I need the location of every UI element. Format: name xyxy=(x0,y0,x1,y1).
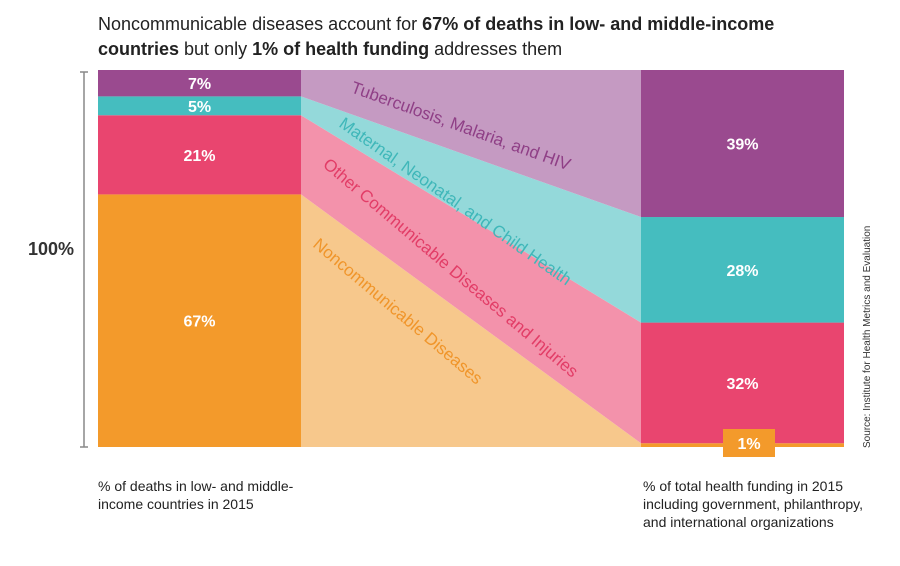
chart-title: Noncommunicable diseases account for 67%… xyxy=(98,12,858,62)
value-label-right-tuberculosis-malaria-and-hiv: 39% xyxy=(726,137,758,154)
value-label-right-noncommunicable-diseases: 1% xyxy=(737,436,760,453)
bar-left-maternal-neonatal-and-child-health xyxy=(98,96,301,116)
value-badge-right-noncommunicable-diseases xyxy=(723,429,775,457)
title-text-2: but only xyxy=(179,39,253,59)
value-label-left-noncommunicable-diseases: 67% xyxy=(183,314,215,331)
bar-right-maternal-neonatal-and-child-health xyxy=(641,217,844,323)
value-label-left-maternal-neonatal-and-child-health: 5% xyxy=(188,99,211,116)
flow-tuberculosis-malaria-and-hiv xyxy=(301,70,641,218)
flow-other-communicable-diseases-and-injuries xyxy=(301,115,641,444)
value-label-left-other-communicable-diseases-and-injuries: 21% xyxy=(183,148,215,165)
bar-left-tuberculosis-malaria-and-hiv xyxy=(98,70,301,97)
bar-left-other-communicable-diseases-and-injuries xyxy=(98,115,301,195)
value-label-right-other-communicable-diseases-and-injuries: 32% xyxy=(726,376,758,393)
title-text-3: addresses them xyxy=(429,39,563,59)
value-label-left-tuberculosis-malaria-and-hiv: 7% xyxy=(188,76,211,93)
flow-maternal-neonatal-and-child-health xyxy=(301,96,641,323)
title-bold-2: 1% of health funding xyxy=(252,39,430,59)
title-bold-1: 67% of deaths in low- and middle-income … xyxy=(98,14,775,59)
left-bar-caption: % of deaths in low- and middle-income co… xyxy=(98,478,294,512)
source-note: Source: Institute for Health Metrics and… xyxy=(862,225,873,448)
scale-label: 100% xyxy=(28,239,74,259)
value-label-right-maternal-neonatal-and-child-health: 28% xyxy=(726,263,758,280)
right-bar-caption: % of total health funding in 2015 includ… xyxy=(643,478,863,530)
bar-right-tuberculosis-malaria-and-hiv xyxy=(641,70,844,218)
bar-right-other-communicable-diseases-and-injuries xyxy=(641,322,844,444)
title-text-1: Noncommunicable diseases account for xyxy=(98,14,423,34)
bar-left-noncommunicable-diseases xyxy=(98,194,301,447)
flow-noncommunicable-diseases xyxy=(301,194,641,447)
